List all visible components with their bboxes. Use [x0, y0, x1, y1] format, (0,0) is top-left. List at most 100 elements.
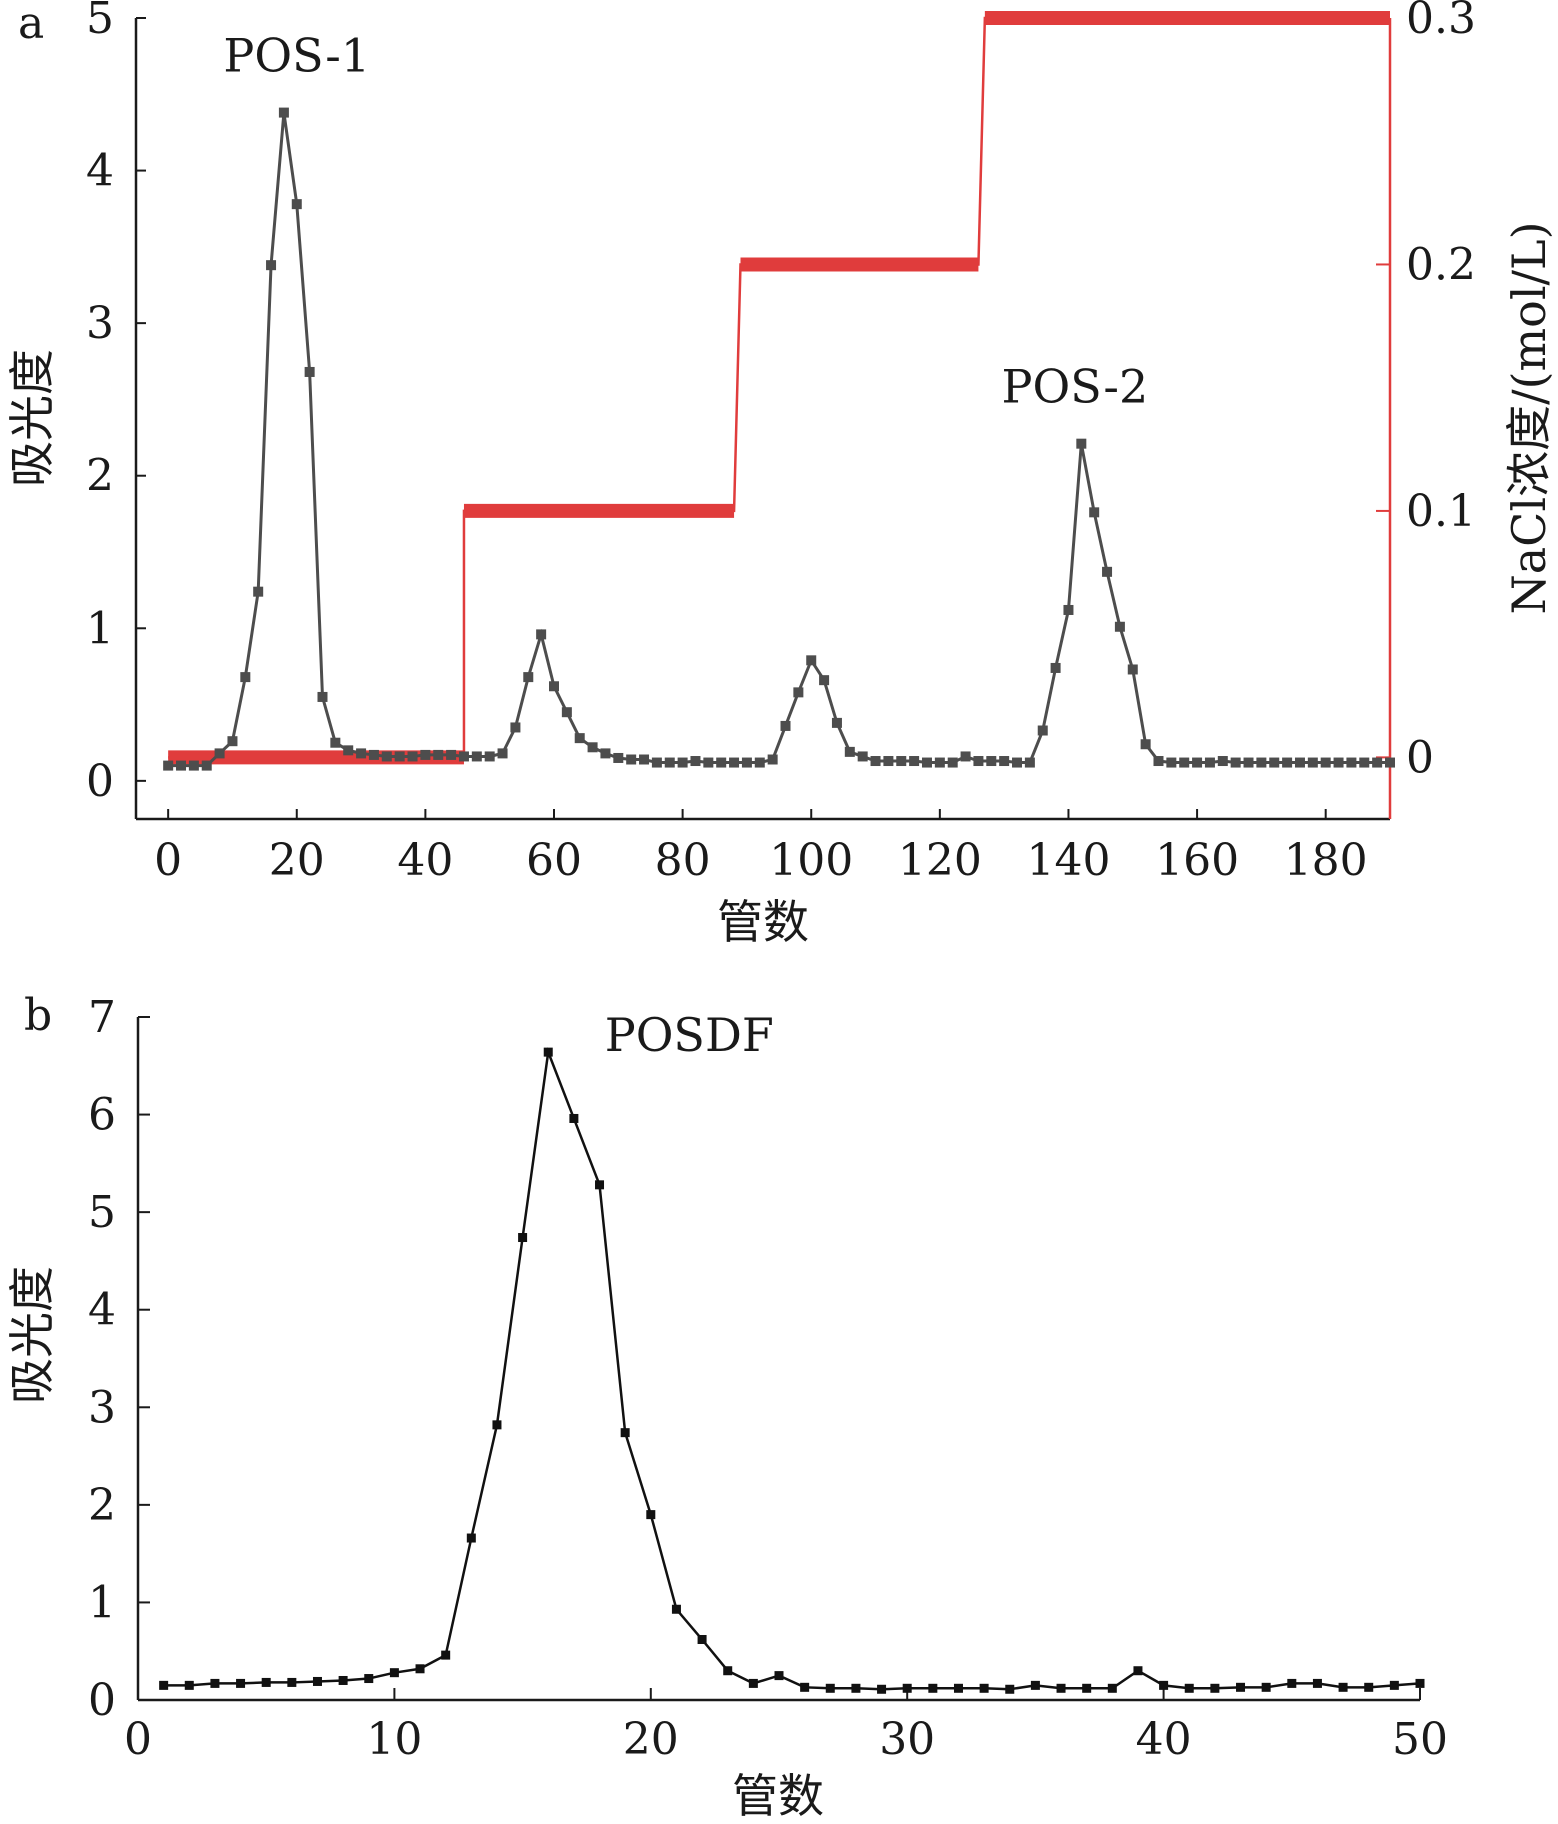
panel-b-y-tick-label: 4 [88, 1285, 116, 1336]
panel-a-data-point [523, 672, 534, 683]
panel-b-data-point [569, 1113, 579, 1123]
panel-a-y-tick-label: 0 [86, 756, 114, 807]
panel-a-y2-tick-label: 0 [1406, 732, 1434, 783]
panel-a-data-point [896, 756, 907, 767]
panel-a-y2-tick-label: 0.3 [1406, 0, 1476, 44]
panel-a-data-point [484, 751, 495, 762]
panel-b-y-tick-label: 1 [88, 1577, 116, 1628]
panel-b-x-tick-label: 40 [1136, 1714, 1192, 1765]
panel-b-data-point [338, 1675, 348, 1685]
panel-b-data-point [518, 1233, 528, 1243]
panel-b-data-point [1287, 1678, 1297, 1688]
panel-a-absorbance-line [168, 112, 1390, 768]
panel-a-data-point [831, 717, 842, 728]
panel-a-data-point [1114, 621, 1125, 632]
panel-a-data-point [651, 757, 662, 768]
panel-b-data-point [1312, 1678, 1322, 1688]
panel-a-data-point [729, 757, 740, 768]
panel-b-y-tick-label: 6 [88, 1090, 116, 1141]
panel-a-data-point [549, 681, 559, 692]
panel-b-data-point [1364, 1682, 1374, 1692]
panel-a-x-tick-label: 160 [1155, 835, 1239, 886]
panel-a-data-point [1333, 757, 1344, 768]
panel-b-data-point [466, 1533, 476, 1543]
panel-a-y-tick-label: 3 [86, 298, 114, 349]
panel-a-data-point [536, 629, 547, 640]
panel-b-data-point [928, 1683, 938, 1693]
panel-a-data-point [909, 756, 920, 767]
panel-a-y2-tick-label: 0.2 [1406, 239, 1476, 290]
panel-a-data-point [1166, 757, 1177, 768]
panel-a-data-point [356, 748, 367, 759]
panel-a-data-point [574, 733, 585, 744]
panel-a-data-point [973, 756, 984, 767]
panel-a-data-point [1320, 757, 1331, 768]
panel-a-data-point [844, 746, 855, 757]
panel-a-x-axis-title: 管数 [717, 895, 809, 949]
panel-a-data-point [214, 748, 225, 759]
panel-b-data-point [159, 1680, 169, 1690]
panel-b-data-point [1415, 1678, 1425, 1688]
panel-a-data-point [561, 707, 572, 718]
panel-a-x-tick-label: 20 [269, 835, 325, 886]
panel-a-data-point [677, 757, 688, 768]
panel-a-y2-axis-title: NaCl浓度/(mol/L) [1502, 221, 1556, 614]
panel-a-data-point [1179, 757, 1190, 768]
panel-a-data-point [330, 737, 341, 748]
panel-a-data-point [613, 752, 624, 763]
panel-b-x-tick-label: 10 [366, 1714, 422, 1765]
panel-b-data-point [748, 1678, 758, 1688]
panel-a-y-tick-label: 2 [86, 451, 114, 502]
panel-a-data-point [227, 736, 238, 747]
panel-b-data-point [312, 1676, 322, 1686]
panel-a-x-tick-label: 40 [397, 835, 453, 886]
panel-b-data-point [1338, 1682, 1348, 1692]
panel-a-data-point [394, 751, 405, 762]
panel-b-data-point [620, 1428, 630, 1438]
panel-a-y-tick-label: 1 [86, 603, 114, 654]
panel-b-y-tick-label: 3 [88, 1382, 116, 1433]
panel-a-data-point [458, 751, 469, 762]
panel-a-data-point [664, 757, 675, 768]
panel-a-data-point [1230, 757, 1241, 768]
panel-a-data-point [703, 757, 714, 768]
panel-a-data-point [1282, 757, 1293, 768]
panel-b-data-point [953, 1683, 963, 1693]
panel-a-data-point [870, 756, 881, 767]
panel-a-data-point [343, 745, 354, 756]
panel-a-data-point [407, 751, 418, 762]
peak-label: POS-2 [1002, 359, 1149, 413]
panel-b-y-tick-label: 2 [88, 1480, 116, 1531]
panel-a-data-point [741, 757, 752, 768]
panel-a-data-point [1204, 757, 1215, 768]
panel-a-data-point [587, 742, 598, 753]
panel-a-x-tick-label: 180 [1284, 835, 1368, 886]
panel-a-x-tick-label: 140 [1026, 835, 1110, 886]
panel-b-data-point [723, 1666, 733, 1676]
panel-a-data-point [767, 754, 778, 765]
panel-a-data-point [1243, 757, 1254, 768]
panel-b-x-tick-label: 30 [879, 1714, 935, 1765]
panel-a-data-point [716, 757, 727, 768]
panel-a-chart: a 管数 吸光度 NaCl浓度/(mol/L) 0 20 40 60 80 100 120 1… [5, 0, 1556, 949]
panel-a-data-point [291, 199, 302, 210]
panel-a-data-point [1063, 604, 1074, 615]
panel-b-x-axis-title: 管数 [732, 1769, 824, 1823]
panel-a-data-point [947, 757, 958, 768]
panel-a-data-point [1307, 757, 1318, 768]
panel-b-data-point [1184, 1683, 1194, 1693]
panel-b-absorbance-line [163, 1047, 1421, 1691]
panel-b-data-point [902, 1683, 912, 1693]
panel-b-data-point [261, 1677, 271, 1687]
panel-a-data-point [433, 749, 444, 760]
panel-b-data-point [1133, 1666, 1143, 1676]
panel-a-data-point [304, 366, 315, 377]
peak-label: POSDF [605, 1008, 774, 1062]
panel-a-data-point [510, 722, 521, 733]
panel-b-data-point [364, 1674, 374, 1684]
panel-a-x-tick-label: 0 [154, 835, 182, 886]
panel-a-data-point [806, 655, 817, 666]
panel-a-data-point [471, 751, 482, 762]
panel-b-data-point [1056, 1683, 1066, 1693]
panel-a-data-point [1192, 757, 1203, 768]
